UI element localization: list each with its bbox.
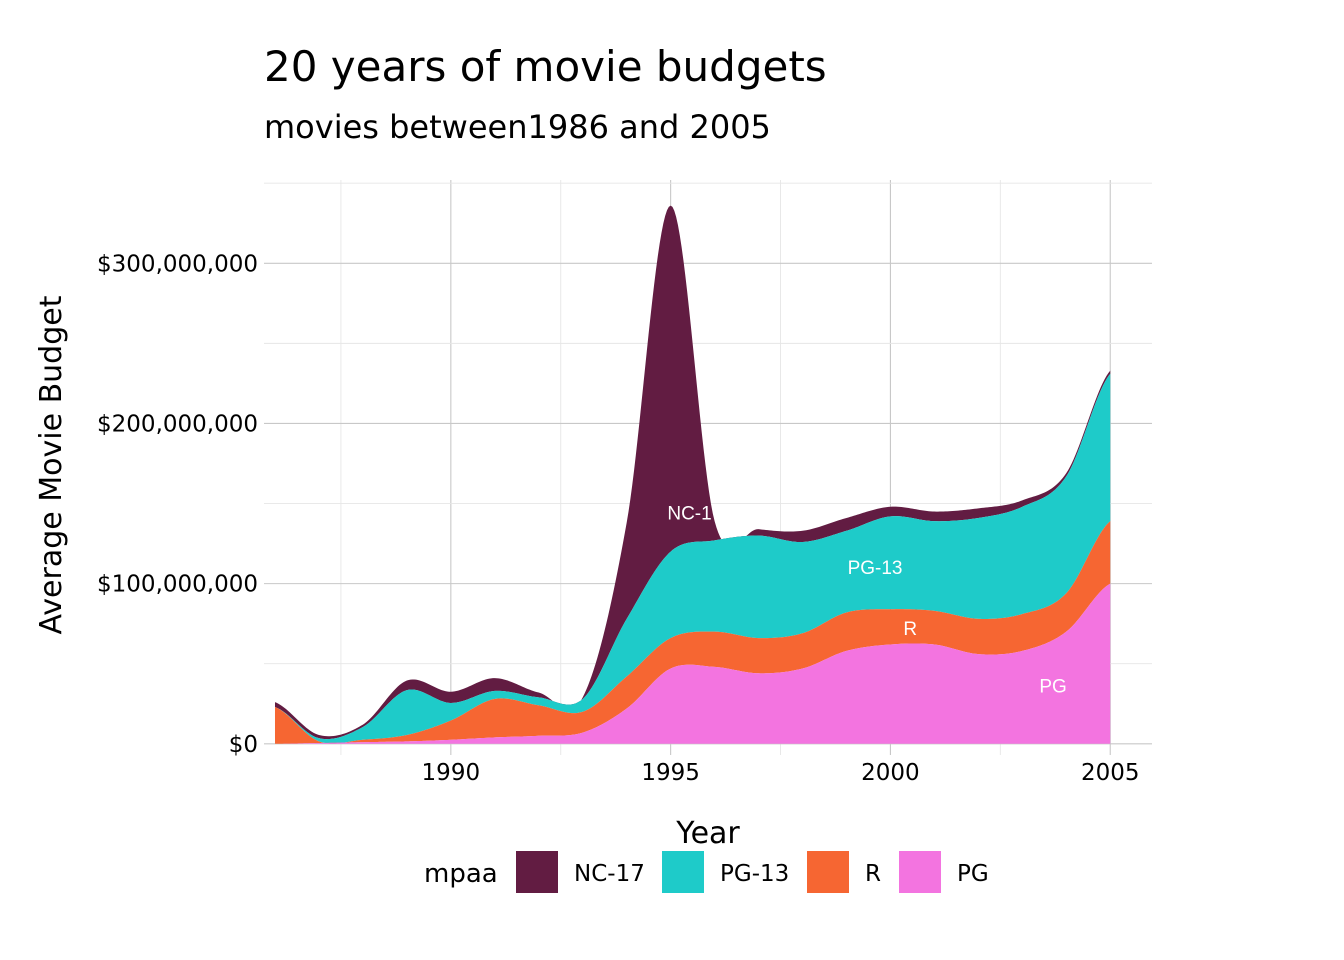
- y-tick-label: $100,000,000: [97, 572, 258, 598]
- chart-gridlines: [264, 180, 1152, 755]
- x-tick-label: 2005: [1081, 760, 1140, 786]
- area-label-pg-13: PG-13: [848, 558, 903, 579]
- legend-label-nc-17: NC-17: [574, 861, 645, 887]
- area-r: [274, 521, 1111, 744]
- legend-swatch-r: [807, 851, 849, 893]
- x-tick-label: 1995: [641, 760, 700, 786]
- area-label-r: R: [903, 619, 917, 640]
- y-tick-label: $200,000,000: [97, 411, 258, 437]
- legend-swatch-pg-13: [662, 851, 704, 893]
- area-label-nc-17: NC-17: [667, 504, 722, 525]
- legend-label-pg-13: PG-13: [720, 861, 789, 887]
- area-nc-17: [274, 205, 1111, 740]
- legend-title: mpaa: [424, 859, 498, 889]
- x-tick-label: 2000: [861, 760, 920, 786]
- area-pg-13: [274, 373, 1111, 744]
- legend-label-pg: PG: [957, 861, 989, 887]
- x-tick-label: 1990: [422, 760, 481, 786]
- stacked-areas: [274, 205, 1111, 744]
- x-axis-ticks: 1990 1995 2000 2005: [422, 760, 1140, 786]
- area-pg: [274, 583, 1111, 744]
- y-axis-ticks: $0 $100,000,000 $200,000,000 $300,000,000: [97, 251, 258, 758]
- legend: mpaa NC-17 PG-13 R PG: [424, 851, 989, 893]
- chart-title: 20 years of movie budgets: [264, 42, 827, 91]
- x-axis-title: Year: [675, 816, 740, 851]
- legend-label-r: R: [865, 861, 881, 887]
- legend-items: NC-17 PG-13 R PG: [516, 851, 989, 893]
- area-labels: NC-17 PG-13 R PG: [667, 504, 1066, 698]
- y-axis-title: Average Movie Budget: [34, 295, 69, 634]
- y-tick-label: $300,000,000: [97, 251, 258, 277]
- area-label-pg: PG: [1039, 677, 1066, 698]
- legend-swatch-pg: [899, 851, 941, 893]
- chart-subtitle: movies between1986 and 2005: [264, 108, 771, 146]
- y-tick-label: $0: [229, 732, 258, 758]
- legend-swatch-nc-17: [516, 851, 558, 893]
